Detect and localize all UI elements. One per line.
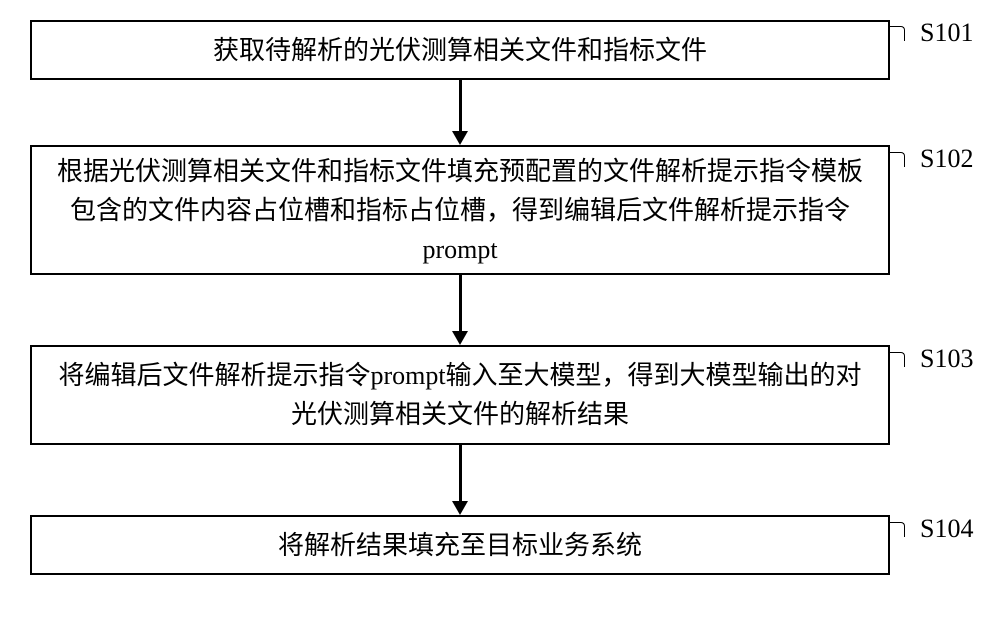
label-connector xyxy=(890,352,905,367)
arrow-line xyxy=(459,275,462,331)
step-label-s102: S102 xyxy=(920,144,973,174)
flow-node-text: 根据光伏测算相关文件和指标文件填充预配置的文件解析提示指令模板包含的文件内容占位… xyxy=(52,152,868,269)
flow-node-s104: 将解析结果填充至目标业务系统 xyxy=(30,515,890,575)
flow-node-text: 获取待解析的光伏测算相关文件和指标文件 xyxy=(213,31,707,70)
arrow-line xyxy=(459,80,462,131)
flow-node-s103: 将编辑后文件解析提示指令prompt输入至大模型，得到大模型输出的对光伏测算相关… xyxy=(30,345,890,445)
step-label-text: S104 xyxy=(920,514,973,543)
flow-node-text: 将编辑后文件解析提示指令prompt输入至大模型，得到大模型输出的对光伏测算相关… xyxy=(52,356,868,434)
flow-node-s101: 获取待解析的光伏测算相关文件和指标文件 xyxy=(30,20,890,80)
step-label-s101: S101 xyxy=(920,18,973,48)
arrow-head-icon xyxy=(452,131,468,145)
step-label-text: S103 xyxy=(920,344,973,373)
flow-node-text: 将解析结果填充至目标业务系统 xyxy=(278,526,642,565)
flowchart-canvas: 获取待解析的光伏测算相关文件和指标文件 S101 根据光伏测算相关文件和指标文件… xyxy=(0,0,1000,620)
arrow-line xyxy=(459,445,462,501)
step-label-s103: S103 xyxy=(920,344,973,374)
step-label-text: S101 xyxy=(920,18,973,47)
arrow-head-icon xyxy=(452,331,468,345)
label-connector xyxy=(890,152,905,167)
step-label-text: S102 xyxy=(920,144,973,173)
label-connector xyxy=(890,26,905,41)
label-connector xyxy=(890,522,905,537)
arrow-head-icon xyxy=(452,501,468,515)
flow-node-s102: 根据光伏测算相关文件和指标文件填充预配置的文件解析提示指令模板包含的文件内容占位… xyxy=(30,145,890,275)
step-label-s104: S104 xyxy=(920,514,973,544)
